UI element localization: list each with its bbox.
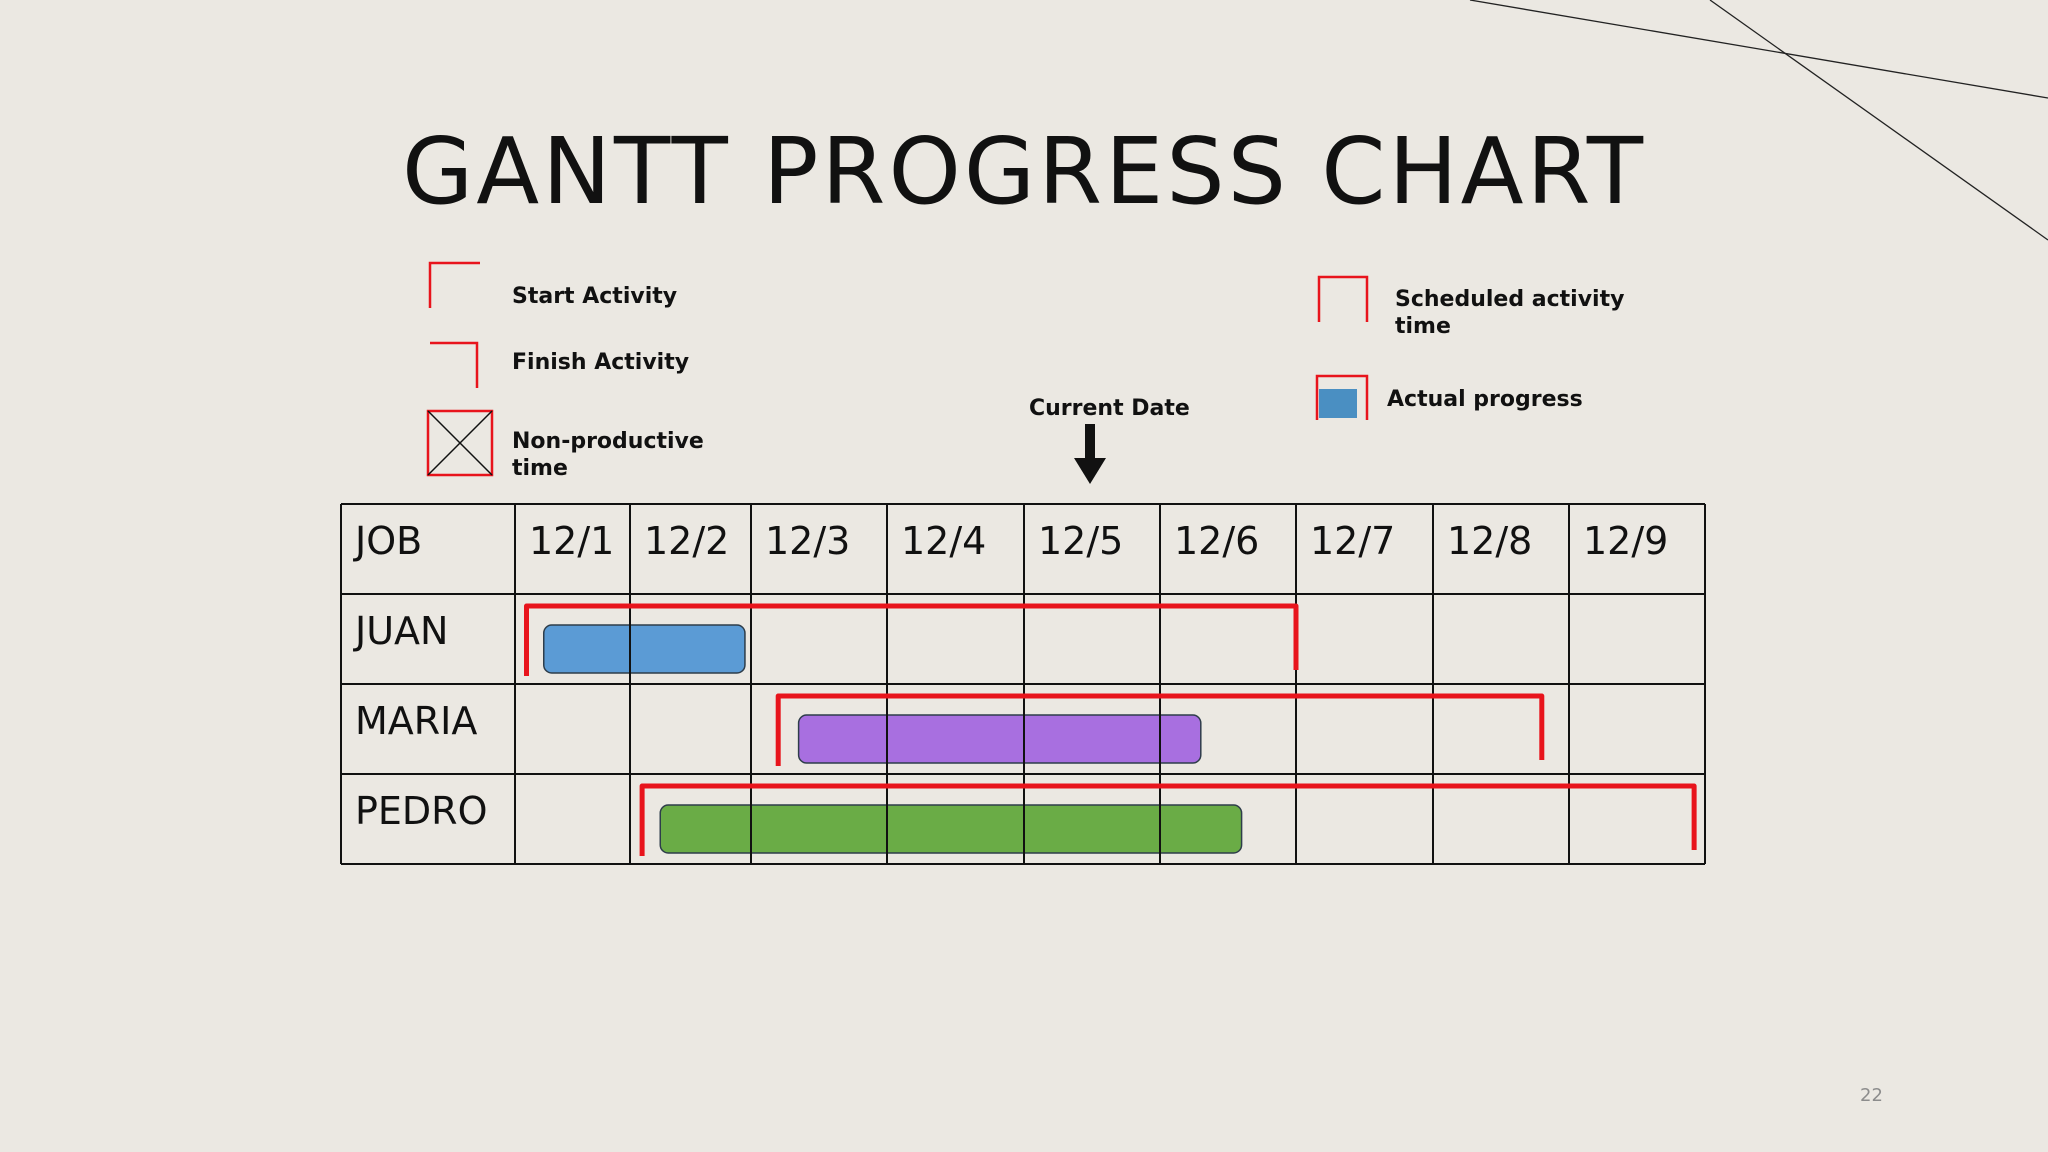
current-date-label: Current Date [1029,396,1190,421]
scheduled-bracket-pedro [639,783,1697,856]
scheduled-activity-label: Scheduled activity time [1395,287,1625,339]
progress-bar-maria [797,714,1202,764]
header-job-label: JOB [353,519,422,563]
date-header-12-2: 12/2 [644,519,729,563]
date-header-12-3: 12/3 [765,519,850,563]
date-header-12-7: 12/7 [1310,519,1395,563]
start-activity-icon [428,261,480,308]
job-name-maria: MARIA [355,699,477,743]
slide-number: 22 [1860,1085,1883,1106]
scheduled-activity-icon [1317,275,1369,322]
progress-bar-juan [543,624,746,674]
finish-activity-label: Finish Activity [512,350,690,375]
job-name-pedro: PEDRO [355,789,488,833]
non-productive-icon [426,409,494,477]
scheduled-bracket-juan [524,603,1299,676]
date-header-12-6: 12/6 [1174,519,1259,563]
date-header-12-9: 12/9 [1583,519,1668,563]
non-productive-label: Non-productive time [512,429,704,481]
actual-progress-icon [1315,374,1369,420]
progress-bar-pedro [659,804,1243,854]
page-title: GANTT PROGRESS CHART [401,118,1647,225]
date-header-12-1: 12/1 [529,519,614,563]
scheduled-bracket-maria [775,693,1545,766]
start-activity-label: Start Activity [512,284,678,309]
finish-activity-icon [430,341,479,388]
actual-progress-label: Actual progress [1387,387,1583,412]
current-date-arrow-icon [1074,424,1106,484]
job-name-juan: JUAN [353,609,448,653]
date-header-12-4: 12/4 [901,519,986,563]
date-header-12-5: 12/5 [1038,519,1123,563]
date-header-12-8: 12/8 [1447,519,1532,563]
